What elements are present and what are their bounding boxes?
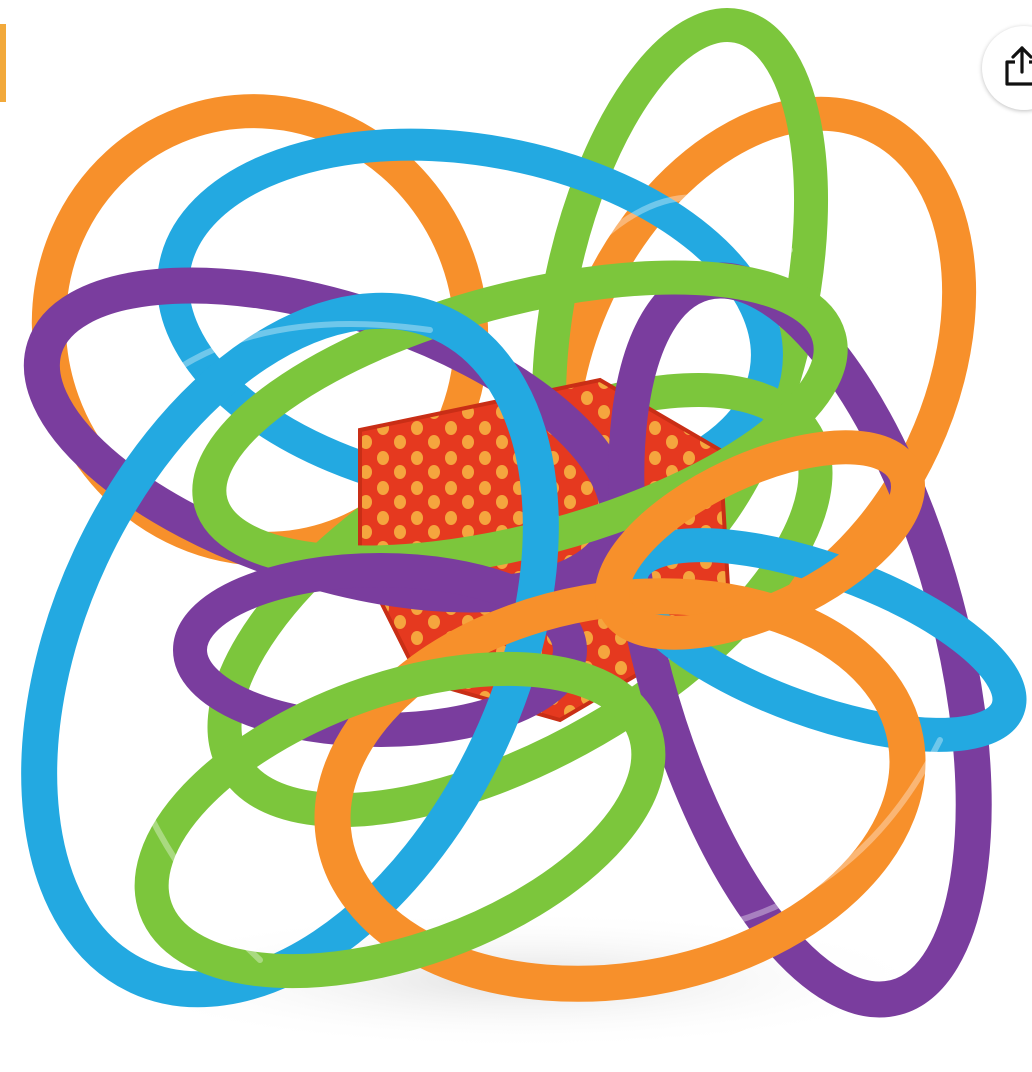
front-loops xyxy=(21,260,1027,1018)
adjacent-thumbnail-edge xyxy=(0,24,6,102)
highlights xyxy=(97,194,943,963)
loop-green-front-bottom xyxy=(134,651,666,989)
loop-orange-front-bottom xyxy=(314,578,926,1002)
loop-orange-front-right xyxy=(595,430,925,650)
loop-blue-left-front xyxy=(21,292,559,1008)
share-icon xyxy=(1005,46,1032,86)
